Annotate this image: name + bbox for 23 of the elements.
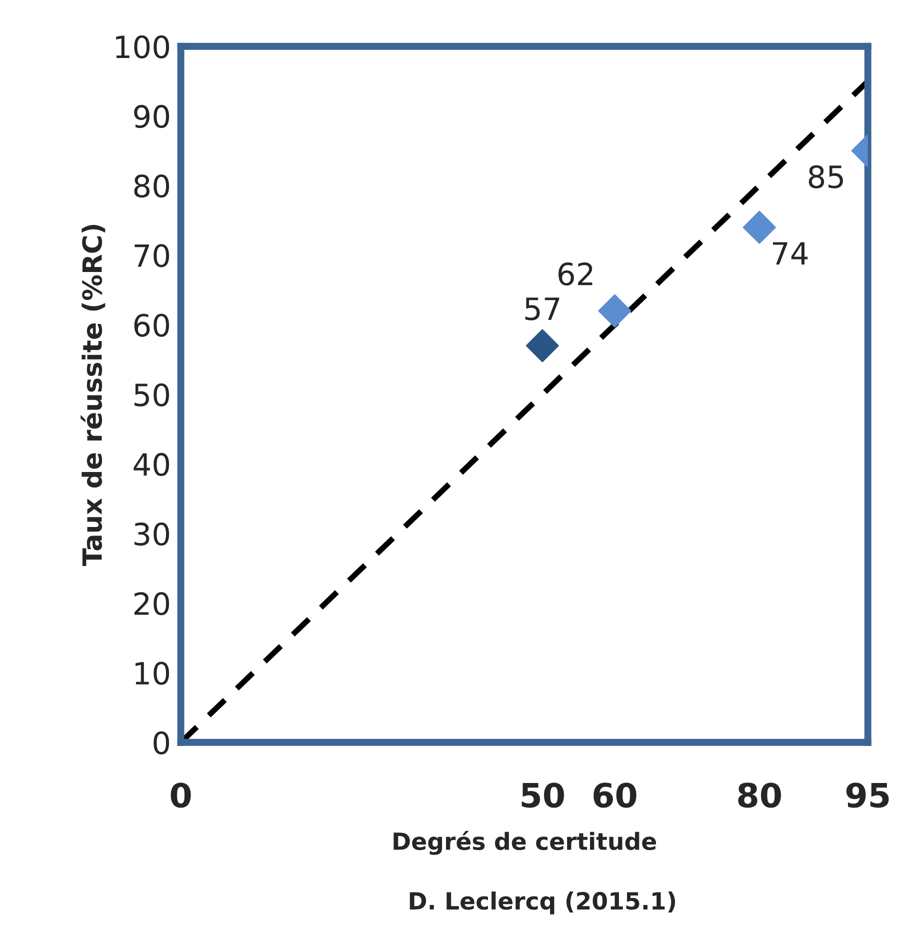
data-label: 62	[558, 262, 592, 286]
x-tick-label: 80	[738, 782, 781, 808]
y-tick-label: 70	[134, 244, 170, 268]
text: D. Leclercq (2015.1)	[410, 892, 676, 914]
x-tick-label: 95	[846, 782, 889, 808]
y-tick-label: 60	[134, 314, 170, 337]
x-tick-label: 50	[522, 782, 564, 808]
y-tick-label: 0	[154, 731, 170, 754]
x-axis-title: Degrés de certitude	[394, 830, 656, 855]
data-label: 74	[772, 242, 808, 264]
x-tick-label: 0	[170, 782, 191, 808]
y-tick-label: 80	[134, 174, 170, 198]
y-tick-label: 100	[116, 35, 170, 58]
y-tick-label: 90	[134, 104, 170, 128]
y-tick-label: 30	[134, 522, 170, 546]
y-axis-title: Taux de réussite (%RC)	[80, 224, 106, 566]
data-label: 85	[808, 165, 843, 188]
x-tick-label: 60	[594, 782, 636, 808]
y-tick-label: 20	[134, 592, 170, 616]
data-label: 57	[525, 298, 560, 320]
y-tick-label: 50	[134, 383, 170, 406]
y-tick-label: 10	[136, 662, 170, 685]
y-tick-label: 40	[134, 452, 170, 476]
